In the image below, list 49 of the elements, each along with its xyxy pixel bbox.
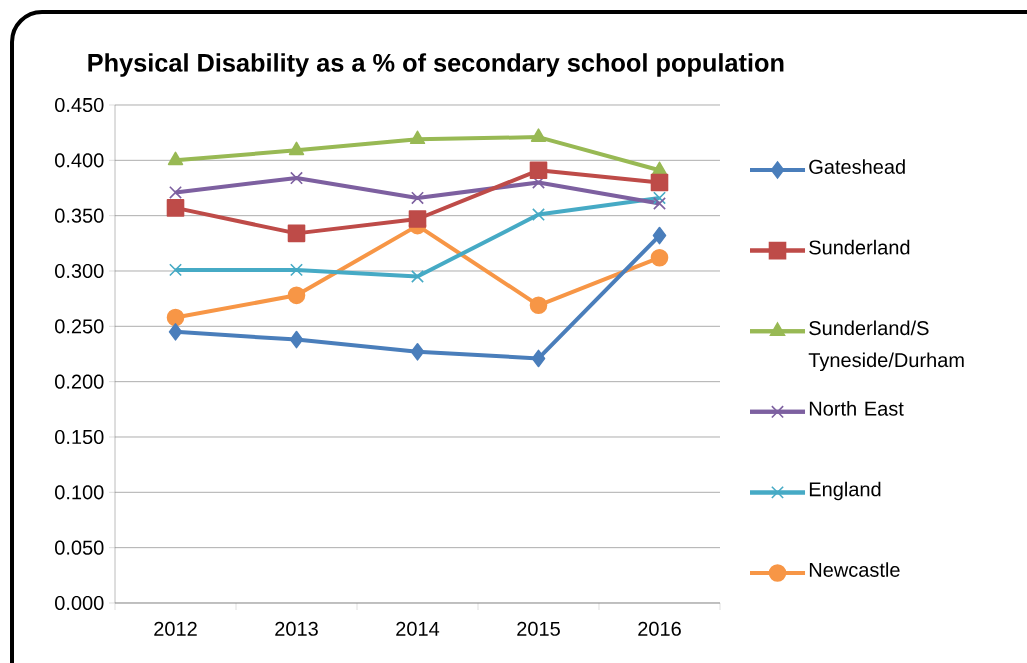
point (408, 210, 427, 228)
point (410, 342, 425, 361)
point (168, 323, 183, 341)
point (169, 263, 182, 277)
y-tick-label: 0.400 (55, 153, 104, 168)
x-tick-label: 2016 (638, 621, 681, 636)
x-tick-label: 2013 (275, 621, 318, 636)
point (290, 171, 303, 185)
point (167, 151, 184, 166)
legend-label: Newcastle (809, 562, 900, 577)
y-tick-label: 0.450 (55, 97, 104, 113)
x-tick-label: 2014 (396, 621, 440, 636)
y-tick-label: 0.200 (55, 374, 104, 389)
legend-label: Gateshead (809, 159, 905, 174)
y-tick-label: 0.350 (55, 208, 104, 223)
point (652, 226, 667, 245)
y-tick-label: 0.000 (55, 595, 104, 611)
point (290, 263, 303, 277)
y-tick-label: 0.300 (55, 263, 104, 279)
chart-title: Physical Disability as a % of secondary school population (88, 53, 784, 77)
point (289, 330, 304, 349)
point (411, 270, 424, 283)
point (287, 224, 306, 243)
point (287, 286, 306, 305)
point (169, 185, 182, 199)
legend-label: Sunderland (809, 239, 910, 255)
x-tick-label: 2012 (154, 621, 197, 636)
point (529, 296, 548, 315)
legend-label: Sunderland/S Tyneside/Durham (808, 320, 964, 372)
point (650, 173, 669, 192)
x-tick-label: 2015 (517, 621, 560, 636)
point (411, 191, 424, 205)
point (650, 248, 669, 267)
point (166, 199, 185, 217)
point (653, 191, 666, 205)
point (288, 141, 305, 156)
y-tick-label: 0.250 (55, 319, 104, 334)
y-tick-label: 0.050 (55, 540, 104, 555)
point (166, 308, 185, 327)
legend-label: England (809, 481, 881, 501)
point (409, 130, 426, 145)
legend-label: North East (809, 401, 904, 416)
point (531, 349, 546, 368)
point (653, 197, 666, 210)
point (529, 161, 548, 180)
point (532, 208, 545, 222)
y-tick-label: 0.100 (55, 485, 104, 500)
y-tick-label: 0.150 (55, 429, 104, 445)
point (530, 128, 547, 142)
